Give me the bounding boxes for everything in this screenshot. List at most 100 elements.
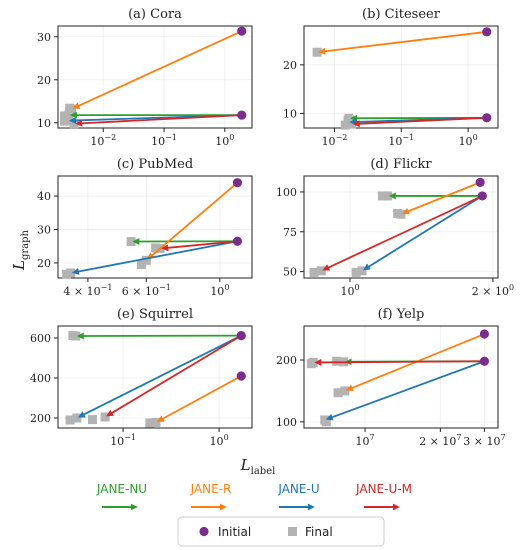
subplot-flickr: (d) Flickr 50 75 100 100 2 × 100 xyxy=(276,157,514,298)
x-tick-label: 100 xyxy=(215,133,234,148)
final-marker xyxy=(71,331,81,341)
y-tick-label: 50 xyxy=(283,266,297,279)
plot-area xyxy=(57,175,253,279)
final-marker xyxy=(332,356,342,366)
final-marker xyxy=(316,266,326,276)
x-axis-label-sub: label xyxy=(251,466,276,477)
final-marker xyxy=(66,104,76,114)
final-marker xyxy=(340,386,350,396)
final-marker xyxy=(72,413,82,423)
legend-item-jane-u: JANE-U xyxy=(277,482,320,511)
initial-marker xyxy=(236,371,246,381)
arrow-jane-u xyxy=(77,334,242,418)
initial-marker xyxy=(482,27,492,37)
x-tick-label: 100 xyxy=(210,433,229,448)
final-marker xyxy=(308,357,318,367)
subplot-title: (a) Cora xyxy=(128,7,182,22)
y-tick-label: 200 xyxy=(30,412,51,425)
x-tick-label: 100 xyxy=(340,283,359,298)
legend-initial-marker xyxy=(199,526,209,537)
y-tick-label: 200 xyxy=(276,354,297,367)
subplot-title: (e) Squirrel xyxy=(117,307,193,322)
legend-method-label: JANE-U xyxy=(277,482,319,496)
arrow-jane-u-m xyxy=(314,358,485,366)
final-marker xyxy=(357,266,367,276)
y-axis-label-sub: graph xyxy=(20,229,31,260)
arrow-jane-r xyxy=(402,181,481,215)
final-marker xyxy=(320,415,330,425)
subplot-pubmed: (c) PubMed 20 30 40 4 × 10−1 6 × 10−1 100 xyxy=(37,157,253,298)
x-axis-label-main: L xyxy=(240,456,251,474)
initial-marker xyxy=(232,178,243,188)
y-tick-label: 100 xyxy=(276,186,297,199)
legend-item-jane-u-m: JANE-U-M xyxy=(355,482,412,511)
y-tick-label: 30 xyxy=(37,224,51,237)
final-marker xyxy=(383,191,393,201)
plot-area xyxy=(303,325,499,429)
subplot-title: (b) Citeseer xyxy=(362,7,441,22)
final-marker xyxy=(312,47,322,57)
subplot-yelp: (f) Yelp 100 200 107 2 × 107 3 × 107 xyxy=(276,307,506,448)
y-tick-label: 40 xyxy=(37,190,51,203)
final-marker xyxy=(145,418,155,428)
x-tick-label: 100 xyxy=(210,283,229,298)
method-legend: JANE-NU JANE-R JANE-U JANE-U-M xyxy=(96,482,412,511)
x-tick-label: 10−1 xyxy=(388,133,414,148)
x-tick-label: 10−2 xyxy=(322,133,348,148)
subplot-squirrel: (e) Squirrel 200 400 600 10−1 100 xyxy=(30,307,253,448)
final-marker xyxy=(126,237,136,247)
y-tick-label: 600 xyxy=(30,332,51,345)
final-marker xyxy=(100,412,110,422)
initial-marker xyxy=(479,356,490,366)
x-tick-label: 3 × 107 xyxy=(463,433,505,448)
svg-text:Llabel: Llabel xyxy=(240,456,276,477)
arrow-jane-r xyxy=(157,375,242,422)
arrow-jane-r xyxy=(72,30,243,109)
arrow-jane-u-m xyxy=(161,240,238,252)
final-marker xyxy=(64,110,74,120)
y-tick-label: 30 xyxy=(37,31,51,44)
x-tick-label: 6 × 10−1 xyxy=(122,283,171,298)
x-tick-label: 10−1 xyxy=(151,133,177,148)
legend-initial-label: Initial xyxy=(218,525,251,539)
x-tick-label: 100 xyxy=(459,133,478,148)
y-tick-label: 20 xyxy=(283,59,297,72)
subplot-grid: (a) Cora 10 20 30 10−2 10−1 100 (b) Citeseer 10 2… xyxy=(30,7,514,448)
final-marker xyxy=(351,267,361,277)
final-marker xyxy=(347,119,357,129)
x-tick-label: 2 × 100 xyxy=(472,283,514,298)
legend-item-jane-nu: JANE-NU xyxy=(96,482,147,511)
subplot-cora: (a) Cora 10 20 30 10−2 10−1 100 xyxy=(37,7,253,148)
legend-item-jane-r: JANE-R xyxy=(190,482,231,511)
y-tick-label: 20 xyxy=(37,74,51,87)
final-marker xyxy=(333,388,343,398)
final-marker xyxy=(309,267,319,277)
arrow-jane-u-m xyxy=(75,114,242,127)
arrow-jane-u xyxy=(325,360,485,421)
y-tick-label: 400 xyxy=(30,372,51,385)
initial-marker xyxy=(482,113,492,123)
x-tick-label: 4 × 10−1 xyxy=(63,283,112,298)
initial-marker xyxy=(237,110,247,120)
initial-marker xyxy=(475,177,485,187)
y-tick-label: 10 xyxy=(283,107,297,120)
initial-marker xyxy=(236,331,246,341)
final-marker xyxy=(63,116,73,126)
final-marker xyxy=(87,415,97,425)
arrow-jane-u-m xyxy=(352,116,487,128)
subplot-citeseer: (b) Citeseer 10 20 10−2 10−1 100 xyxy=(283,7,499,148)
y-axis-label: Lgraph xyxy=(10,229,31,271)
arrow-jane-u-m xyxy=(322,195,483,271)
initial-marker xyxy=(237,26,247,36)
x-tick-label: 10−2 xyxy=(90,133,116,148)
initial-marker xyxy=(479,329,490,339)
final-marker xyxy=(136,260,146,270)
x-axis-label: Llabel xyxy=(240,456,276,477)
legend-final-marker xyxy=(288,527,297,536)
marker-legend-box xyxy=(177,516,385,547)
plot-area xyxy=(57,25,253,129)
plot-area xyxy=(303,175,499,279)
x-tick-label: 107 xyxy=(356,433,375,448)
final-marker xyxy=(65,415,75,425)
